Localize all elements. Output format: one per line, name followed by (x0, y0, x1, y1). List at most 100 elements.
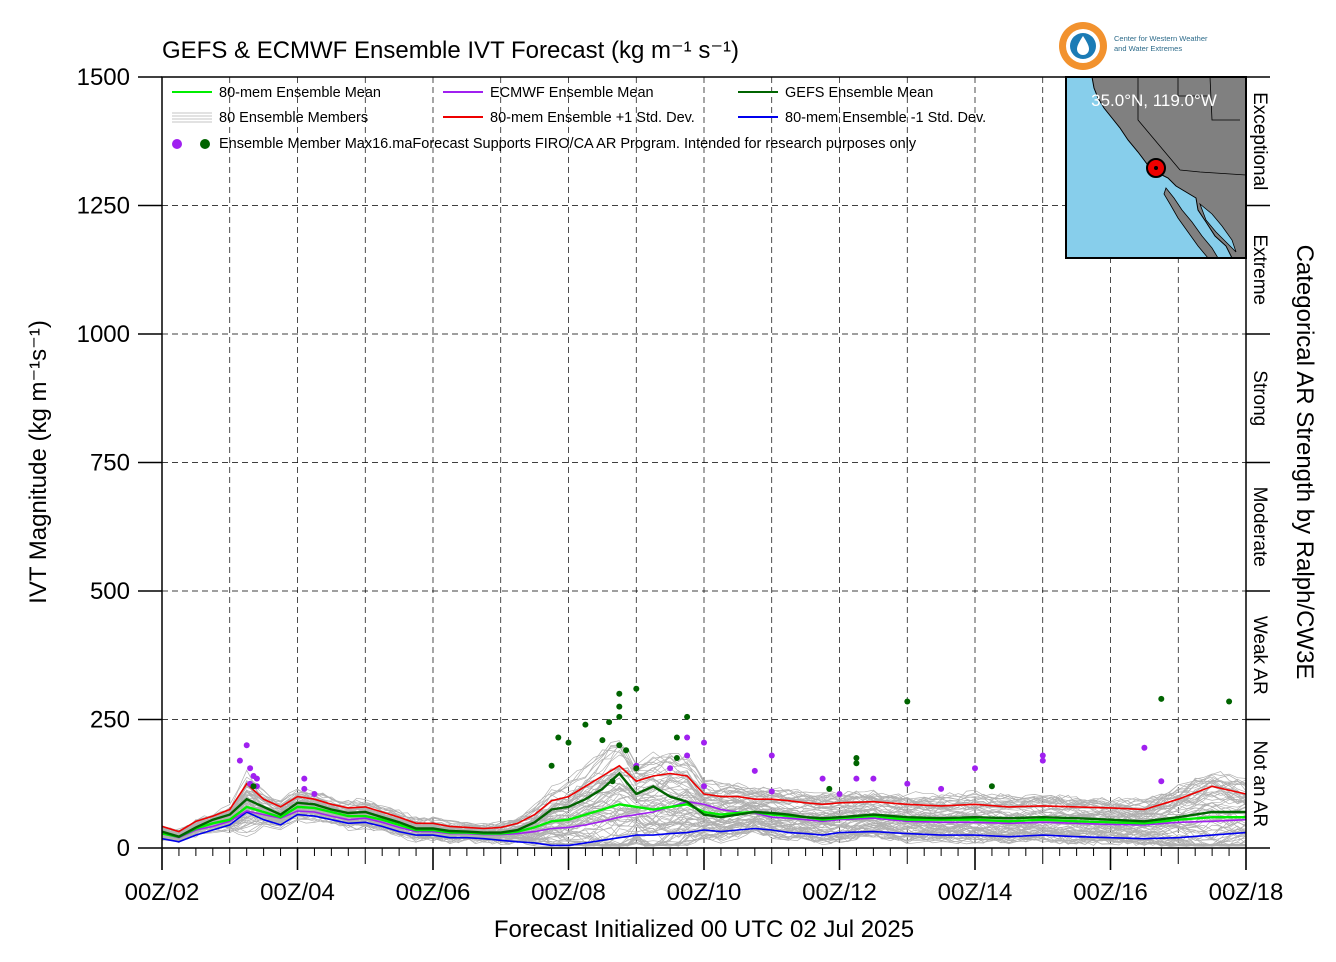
gefs-max-point (633, 685, 640, 692)
gefs-max-point (599, 737, 606, 744)
ecmwf-max-point (301, 775, 308, 782)
ecmwf-max-point (768, 788, 775, 795)
ecmwf-max-point (972, 765, 978, 772)
legend: 80-mem Ensemble Mean 80 Ensemble Members… (172, 85, 986, 152)
ensemble-member-line (161, 810, 1247, 847)
y-tick-label: 0 (117, 835, 130, 862)
gefs-max-point (1158, 695, 1165, 702)
x-axis-title: Forecast Initialized 00 UTC 02 Jul 2025 (494, 916, 914, 943)
legend-gefs-mean: GEFS Ensemble Mean (785, 85, 933, 101)
gefs-max-point (250, 783, 257, 790)
x-axis: 00Z/02 00Z/04 00Z/06 00Z/08 00Z/10 00Z/12 00Z/… (125, 848, 1284, 906)
ecmwf-ensemble-mean-line (161, 800, 1247, 839)
ensemble-member-line (161, 809, 1247, 847)
ecmwf-max-point (836, 791, 843, 797)
legend-ec-mean: ECMWF Ensemble Mean (490, 85, 654, 101)
gefs-max-point (904, 698, 911, 705)
gefs-max-point (609, 778, 616, 785)
gefs-max-point (673, 734, 680, 741)
ecmwf-max-point (1039, 752, 1046, 759)
water-drop-icon (1077, 36, 1089, 55)
y-axis: 0 250 500 750 1000 1250 1500 (77, 64, 162, 862)
map-location-label: 35.0°N, 119.0°W (1091, 91, 1217, 110)
gefs-max-point (853, 760, 860, 767)
chart-title: GEFS & ECMWF Ensemble IVT Forecast (kg m… (162, 37, 739, 64)
80-mem-ensemble-1-std-dev-line (161, 764, 1247, 833)
ecmwf-max-point (1158, 778, 1165, 785)
y-tick-label: 1500 (77, 64, 130, 91)
ecmwf-max-point (768, 752, 775, 759)
x-tick-label: 00Z/10 (667, 879, 742, 906)
ecmwf-max-point (684, 752, 691, 759)
80-mem-ensemble-mean-line (161, 803, 1246, 838)
map-frame (1065, 76, 1247, 259)
gefs-max-point (616, 690, 623, 697)
gefs-max-point (826, 785, 833, 792)
legend-swatch-members (172, 112, 212, 123)
y-axis-title: IVT Magnitude (kg m⁻¹s⁻¹) (25, 320, 52, 604)
inset-map: 35.0°N, 119.0°W (1065, 76, 1247, 259)
category-label: Not an AR (1249, 740, 1270, 827)
logo-line-1: Center for Western Weather (1114, 34, 1208, 43)
ecmwf-max-point (819, 775, 826, 782)
ecmwf-max-point (243, 742, 250, 749)
gefs-max-point (684, 713, 691, 720)
category-label: Weak AR (1249, 616, 1270, 695)
ecmwf-max-point (253, 775, 260, 782)
x-tick-label: 00Z/08 (531, 879, 606, 906)
gefs-max-point (1226, 698, 1233, 705)
x-tick-label: 00Z/16 (1073, 879, 1148, 906)
y-tick-label: 1250 (77, 193, 130, 220)
ecmwf-max-point (1141, 744, 1148, 751)
x-tick-label: 00Z/02 (125, 879, 200, 906)
gefs-max-point (988, 783, 995, 790)
gefs-max-point (616, 703, 623, 710)
gefs-max-point (623, 747, 630, 754)
gefs-max-point (555, 734, 562, 741)
ecmwf-max-point (301, 785, 308, 792)
legend-ecmwf-max-dot (172, 139, 182, 149)
gefs-max-point (582, 721, 589, 728)
max-points-layer (236, 685, 1233, 797)
gefs-ensemble-mean-line (161, 771, 1246, 838)
y-tick-label: 750 (90, 450, 130, 477)
ecmwf-max-point (1039, 757, 1046, 764)
ar-category-axis: Not an AR Weak AR Moderate Strong Extreme Exc… (1246, 76, 1270, 849)
ecmwf-max-point (667, 765, 674, 772)
ensemble-member-line (161, 800, 1247, 847)
y-tick-label: 1000 (77, 321, 130, 348)
category-label: Moderate (1249, 487, 1270, 567)
y-tick-label: 250 (90, 707, 130, 734)
gefs-max-point (853, 755, 860, 761)
ecmwf-max-point (247, 765, 254, 772)
category-label: Exceptional (1249, 92, 1270, 190)
ecmwf-max-point (751, 767, 758, 774)
legend-ens-mean: 80-mem Ensemble Mean (219, 85, 381, 101)
legend-plus-sd: 80-mem Ensemble +1 Std. Dev. (490, 110, 695, 126)
ecmwf-max-point (701, 739, 707, 746)
location-marker-center (1154, 166, 1158, 170)
series-layer (161, 764, 1247, 847)
ecmwf-max-point (236, 757, 243, 764)
gefs-max-point (565, 739, 572, 746)
legend-minus-sd: 80-mem Ensemble -1 Std. Dev. (785, 110, 986, 126)
gefs-max-point (633, 765, 640, 772)
x-tick-label: 00Z/18 (1209, 879, 1284, 906)
x-tick-label: 00Z/12 (802, 879, 877, 906)
gefs-max-point (606, 719, 613, 726)
gefs-max-point (616, 713, 623, 720)
gefs-max-point (673, 755, 680, 761)
ecmwf-max-point (311, 791, 318, 797)
legend-gefs-max-dot (200, 139, 210, 149)
ecmwf-max-point (938, 785, 945, 792)
ensemble-member-line (161, 812, 1247, 846)
category-label: Strong (1249, 370, 1270, 426)
ecmwf-max-point (684, 734, 691, 741)
legend-members: 80 Ensemble Members (219, 110, 368, 126)
ecmwf-max-point (853, 775, 860, 782)
map-state-borders (1137, 76, 1247, 176)
category-label: Extreme (1249, 234, 1270, 305)
legend-max-note: Ensemble Member Max16.maForecast Support… (219, 136, 917, 152)
x-tick-label: 00Z/04 (260, 879, 335, 906)
